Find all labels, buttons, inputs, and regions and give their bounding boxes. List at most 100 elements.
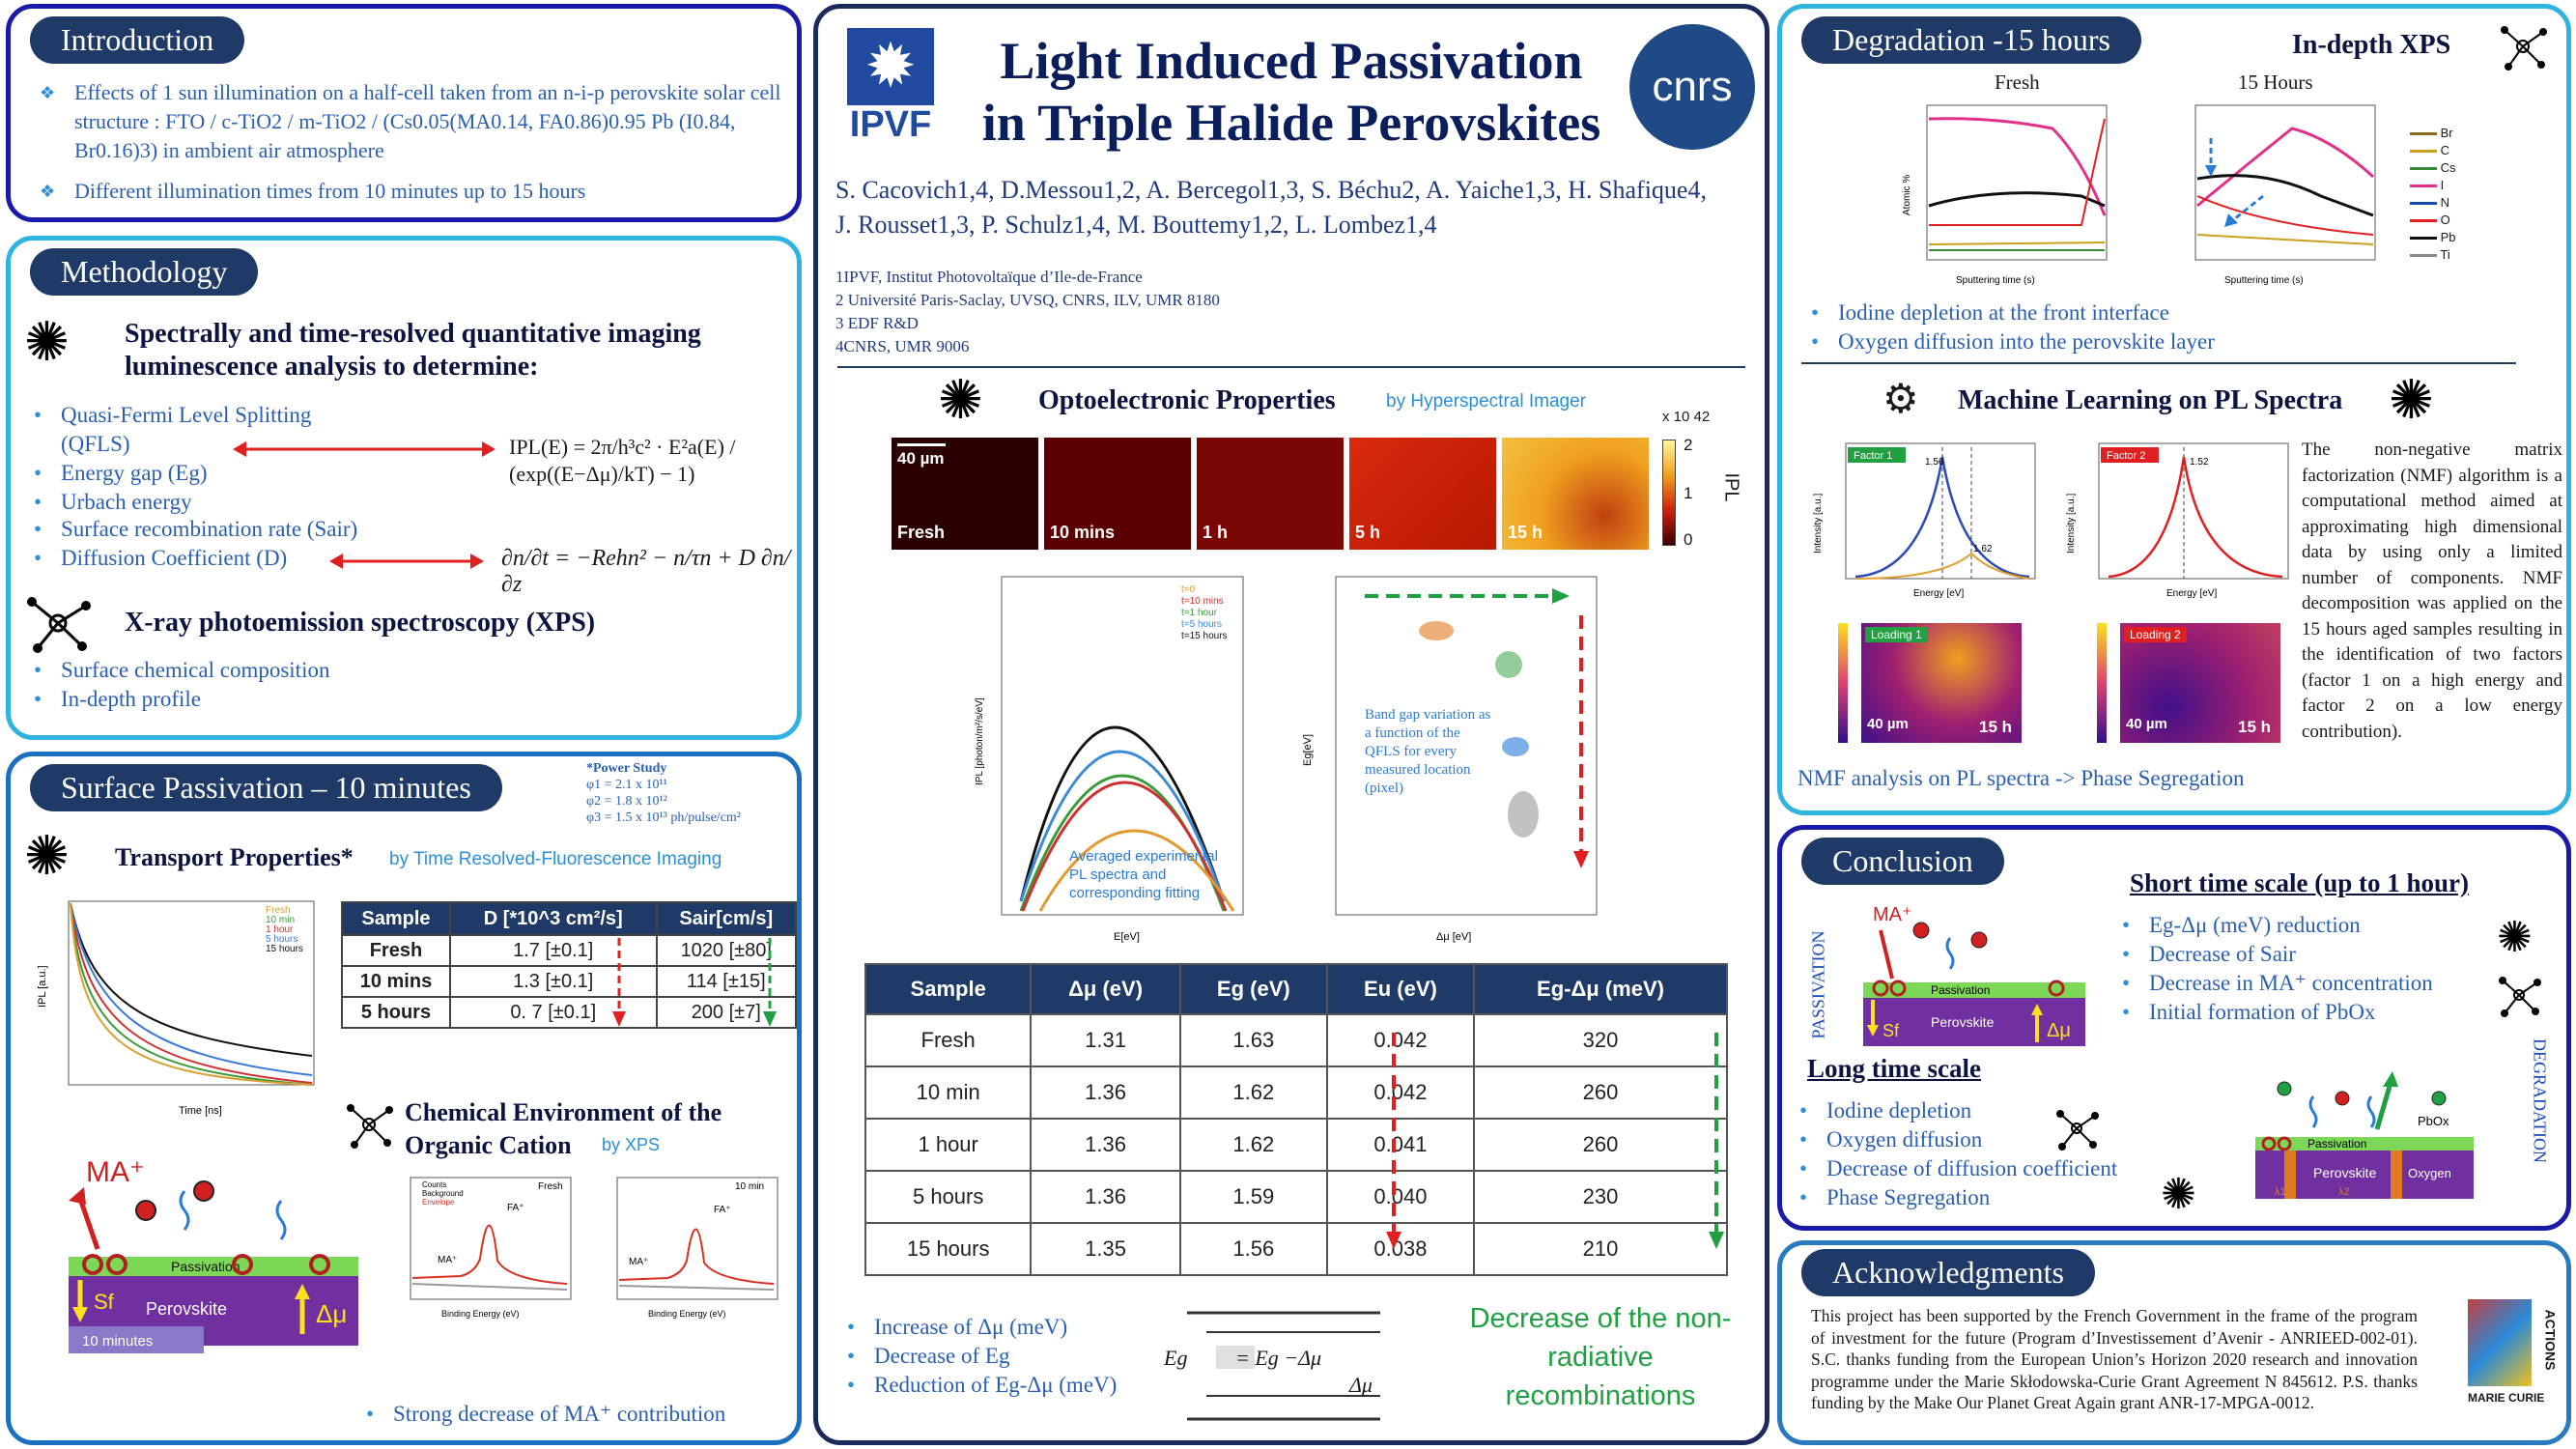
long-list: Iodine depletion Oxygen diffusion Decrea… — [1792, 1096, 2197, 1212]
table-trend-arrows — [612, 938, 777, 1027]
long-title: Long time scale — [1807, 1054, 1981, 1083]
chem-fresh-label: Fresh — [538, 1181, 563, 1192]
otab-cell: 210 — [1473, 1222, 1728, 1276]
list2-item-1: Surface recombination rate (Sair) — [26, 515, 412, 544]
list1-item-3: Urbach energy — [26, 488, 374, 517]
scale-label: 40 µm — [897, 449, 945, 468]
eg-label: Eg — [1164, 1346, 1188, 1370]
ttab-cell: 114 [±15] — [655, 965, 798, 998]
long-item-1: Iodine depletion — [1792, 1096, 2197, 1125]
spec-legend-4: t=5 hours — [1181, 619, 1222, 630]
short-item-4: Initial formation of PbOx — [2114, 998, 2520, 1027]
energy-xlabel-1: Energy [eV] — [1913, 588, 1964, 599]
deg-bullet-1: Iodine depletion at the front interface — [1803, 298, 2479, 327]
scale-bar — [897, 443, 946, 446]
conclusion-green: Decrease of the non-radiative recombinat… — [1469, 1303, 1732, 1411]
affil-3: 3 EDF R&D — [835, 314, 919, 332]
mini-passivation-label-2: Passivation — [2307, 1137, 2366, 1151]
conclusion-heading: Conclusion — [1801, 838, 2004, 885]
ttab-cell: 200 [±7] — [655, 996, 798, 1029]
list3-item-1: Surface chemical composition — [26, 656, 412, 685]
short-title: Short time scale (up to 1 hour) — [2130, 868, 2469, 897]
opto-bullet-3: Reduction of Eg-Δμ (meV) — [839, 1371, 1158, 1400]
intro-bullet-1: Effects of 1 sun illumination on a half-… — [40, 78, 793, 165]
mini-sf-label: Sf — [1882, 1021, 1900, 1040]
peak-label-3: 1.52 — [2190, 457, 2209, 468]
laser-burst-icon: ✺ — [2497, 914, 2533, 961]
pl-map-5h: 5 h — [1349, 438, 1496, 550]
ttab-cell: 1.7 [±0.1] — [448, 934, 658, 967]
otab-cell: 1.35 — [1030, 1222, 1181, 1276]
power-study-title: *Power Study — [586, 761, 667, 776]
legend-label: Br — [2440, 126, 2453, 140]
otab-cell: 1.56 — [1178, 1222, 1328, 1276]
otab-cell: Fresh — [863, 1013, 1033, 1067]
list1-item-2: Energy gap (Eg) — [26, 459, 374, 488]
mini-ma-label: MA⁺ — [1873, 904, 1912, 925]
pl-map-fresh: 40 µm Fresh — [892, 438, 1038, 550]
methodology-list1: Quasi-Fermi Level Splitting (QFLS) Energ… — [26, 401, 374, 517]
pl-spectra-plot: t=0 t=10 mins t=1 hour t=5 hours t=15 ho… — [975, 576, 1244, 943]
list2-item-2: Diffusion Coefficient (D) — [26, 544, 412, 573]
table-row: Fresh 1.31 1.63 0.042 320 — [863, 1013, 1728, 1067]
chem-bullet-1: Strong decrease of MA⁺ contribution — [358, 1400, 803, 1429]
power-line-2: φ2 = 1.8 x 10¹² — [586, 794, 667, 809]
center-panel: ✹ IPVF Light Induced Passivation in Trip… — [813, 4, 1769, 1445]
trpl-legend-2: 10 min — [266, 915, 295, 925]
loading2-label: Loading 2 — [2124, 627, 2187, 642]
otab-h4: Eg-Δμ (meV) — [1473, 963, 1728, 1015]
mini-l1-label: λ1 — [2275, 1186, 2286, 1198]
chem-bullets: Strong decrease of MA⁺ contribution — [358, 1400, 803, 1429]
ttab-cell: Fresh — [341, 934, 451, 967]
spec-legend-3: t=1 hour — [1181, 608, 1218, 618]
chem-peak-fa: FA⁺ — [507, 1203, 524, 1213]
affil-2: 2 Université Paris-Saclay, UVSQ, CNRS, I… — [835, 291, 1220, 309]
laser-burst-icon: ✺ — [24, 827, 70, 887]
legend-label: Ti — [2440, 247, 2450, 262]
mini-perovskite-label-2: Perovskite — [2313, 1165, 2377, 1180]
otab-cell: 1.62 — [1178, 1065, 1328, 1120]
diag-time-label: 10 minutes — [82, 1333, 153, 1350]
list3-item-2: In-depth profile — [26, 685, 412, 714]
scatter-xlabel: Δμ [eV] — [1436, 931, 1471, 943]
spec-legend-5: t=15 hours — [1181, 631, 1228, 641]
otab-cell: 1.31 — [1030, 1013, 1181, 1067]
otab-h1: Δμ (eV) — [1030, 963, 1181, 1015]
chem-legend-3: Envelope — [422, 1198, 455, 1207]
peak-label-1: 1.56 — [1925, 457, 1944, 468]
otab-cell: 1.36 — [1030, 1170, 1181, 1224]
laser-burst-icon: ✺ — [2161, 1171, 2196, 1218]
intensity-ylabel-1: Intensity [a.u.] — [1813, 494, 1824, 554]
factor2-plot: Factor 2 1.52 Energy [eV] Intensity [a.u… — [2066, 442, 2289, 599]
opto-table: Sample Δμ (eV) Eg (eV) Eu (eV) Eg-Δμ (me… — [863, 963, 1728, 1276]
long-item-2: Oxygen diffusion — [1792, 1125, 2197, 1154]
introduction-heading: Introduction — [30, 16, 245, 64]
pl-map-label: 1 h — [1203, 523, 1229, 542]
legend-label: O — [2440, 213, 2450, 227]
eg-formula: = Eg −Δμ — [1235, 1346, 1322, 1370]
otab-cell: 0.042 — [1325, 1065, 1476, 1120]
intensity-ylabel-2: Intensity [a.u.] — [2066, 494, 2077, 554]
marie-curie-logo: ACTIONS MARIE CURIE — [2468, 1299, 2559, 1406]
xps-title: In-depth XPS — [2292, 30, 2451, 60]
chem-legend-2: Background — [422, 1189, 464, 1198]
molecule-icon — [27, 597, 91, 653]
map-time-label: 15 h — [2238, 718, 2272, 736]
methodology-list2: Surface recombination rate (Sair) Diffus… — [26, 515, 412, 573]
equation-diffusion: ∂n/∂t = −Rehn² − n/τn + D ∂n/∂z — [501, 546, 791, 597]
poster-title: Light Induced Passivation in Triple Hali… — [953, 30, 1629, 154]
sun-icon: ✹ — [847, 28, 934, 105]
pl-map-label: 5 h — [1355, 523, 1381, 542]
opto-bullet-1: Increase of Δμ (meV) — [839, 1313, 1158, 1342]
loading2-map: Loading 2 40 µm 15 h — [2120, 623, 2280, 743]
otab-cell: 1.36 — [1030, 1118, 1181, 1172]
spec-xlabel: E[eV] — [1114, 931, 1140, 943]
divider — [1801, 362, 2516, 364]
spec-caption: Averaged experimental PL spectra and cor… — [1069, 848, 1218, 901]
mini-dmu-label: Δμ — [2047, 1020, 2071, 1041]
molecule-icon — [347, 1104, 393, 1149]
otab-cell: 10 min — [863, 1065, 1033, 1120]
otab-cell: 1.59 — [1178, 1170, 1328, 1224]
opto-heading: Optoelectronic Properties — [1038, 385, 1336, 415]
title-line-2: in Triple Halide Perovskites — [981, 94, 1601, 152]
